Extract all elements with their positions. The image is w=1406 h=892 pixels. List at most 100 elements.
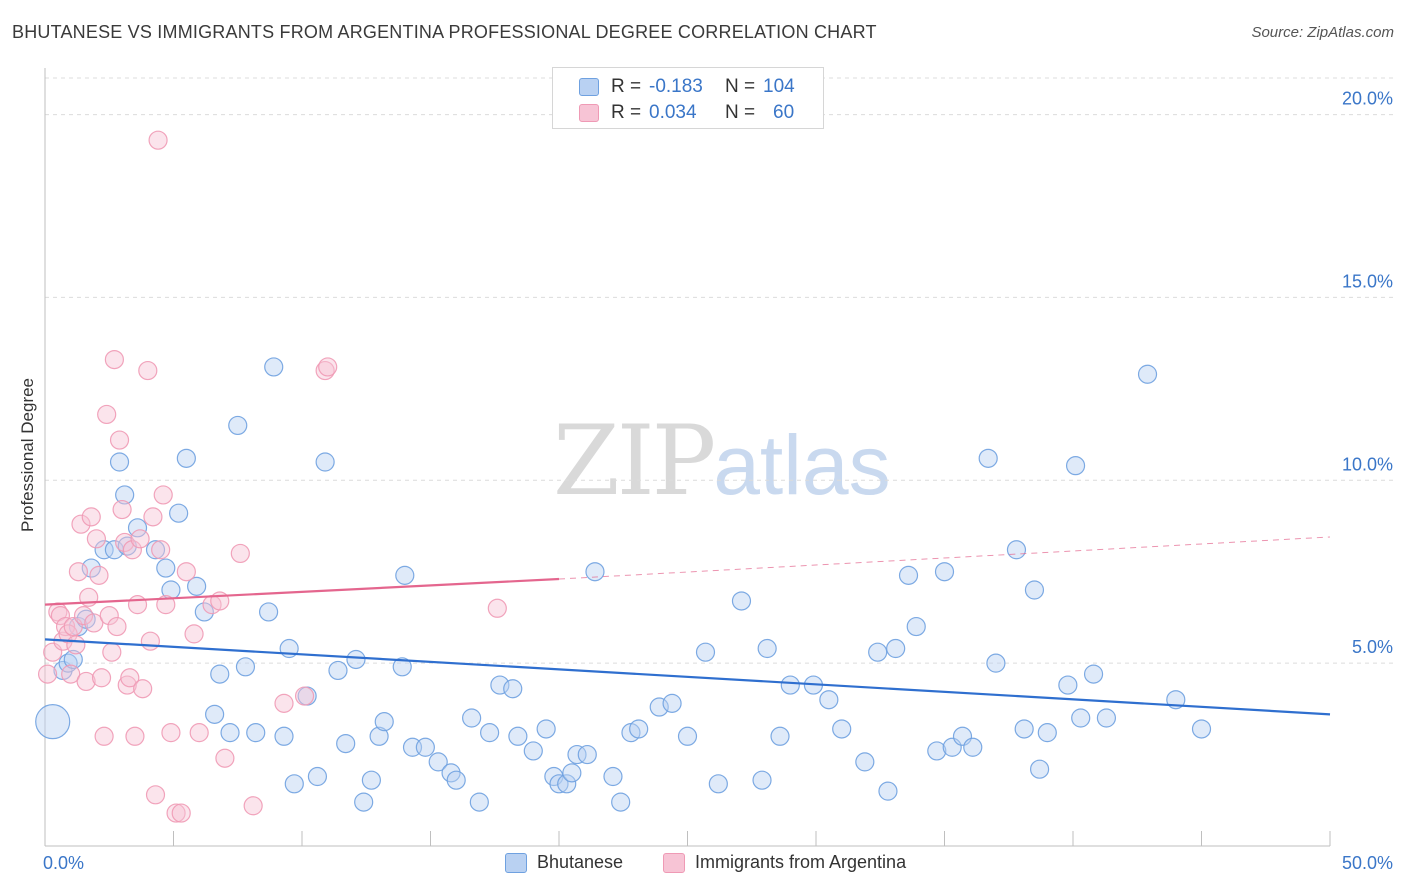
bhutanese-point (752, 770, 772, 790)
bhutanese-point (731, 591, 752, 611)
legend-item-argentina[interactable]: Immigrants from Argentina (663, 852, 906, 873)
argentina-point (156, 595, 176, 615)
argentina-point (61, 664, 81, 684)
watermark-atlas: atlas (713, 418, 891, 512)
y-tick-label: 15.0% (1342, 271, 1393, 291)
bhutanese-point (934, 562, 955, 582)
legend-swatch-bhutanese (505, 852, 527, 873)
argentina-point (122, 540, 142, 560)
bhutanese-point (577, 744, 597, 765)
bhutanese-point (549, 774, 569, 794)
bhutanese-point (246, 723, 266, 743)
argentina-point (143, 507, 163, 527)
bhutanese-point (469, 792, 489, 812)
x-tick-label-max: 50.0% (1342, 853, 1393, 873)
bhutanese-point (927, 741, 947, 761)
bhutanese-point (963, 737, 983, 757)
argentina-point (171, 803, 191, 823)
argentina-point (86, 529, 107, 549)
argentina-point (99, 605, 119, 626)
argentina-point (127, 595, 148, 615)
watermark: ZIPatlas (553, 405, 891, 517)
bhutanese-point (415, 737, 435, 757)
bhutanese-point (369, 726, 389, 746)
bhutanese-point (1058, 675, 1078, 695)
y-axis-label: Professional Degree (18, 377, 37, 533)
argentina-point (189, 723, 209, 743)
bhutanese-point (832, 719, 852, 739)
bhutanese-point (878, 781, 898, 801)
bhutanese-point (374, 712, 394, 732)
argentina-point (274, 693, 294, 713)
bhutanese-point (361, 770, 381, 790)
bhutanese-point (210, 664, 230, 684)
legend: Bhutanese Immigrants from Argentina (0, 852, 1406, 878)
bhutanese-point (346, 649, 366, 670)
argentina-point (138, 360, 158, 381)
argentina-point (112, 499, 132, 520)
bhutanese-point (115, 485, 135, 505)
argentina-point (140, 631, 160, 651)
bhutanese-point (392, 657, 412, 677)
bhutanese-point (1014, 719, 1034, 739)
bhutanese-point (1065, 456, 1086, 476)
argentina-point (76, 671, 96, 692)
bhutanese-point (176, 448, 196, 468)
argentina-point (109, 430, 130, 450)
bhutanese-point (695, 642, 716, 662)
bhutanese-point (169, 503, 189, 523)
bhutanese-point (81, 558, 101, 578)
legend-item-bhutanese[interactable]: Bhutanese (505, 852, 623, 873)
bhutanese-point (523, 741, 543, 761)
argentina-point (487, 598, 507, 618)
bhutanese-point (1191, 719, 1212, 739)
argentina-point (81, 507, 101, 527)
n-label: N = (725, 102, 756, 123)
bhutanese-point (220, 723, 240, 743)
argentina-point (125, 726, 145, 746)
bhutanese-point (1024, 580, 1045, 600)
bhutanese-point (156, 558, 176, 578)
argentina-point (68, 562, 89, 582)
bhutanese-point (480, 723, 500, 743)
bhutanese-point (886, 638, 906, 659)
bhutanese-trend-line (44, 638, 1331, 716)
r-label: R = (611, 76, 642, 97)
argentina-point (294, 686, 315, 706)
bhutanese-point (855, 752, 875, 772)
bhutanese-point (145, 540, 166, 560)
argentina-point (184, 624, 204, 644)
bhutanese-point (328, 660, 348, 681)
y-tick-label: 10.0% (1342, 454, 1393, 474)
argentina-point (315, 360, 335, 381)
bhutanese-point (94, 540, 114, 560)
bhutanese-point (649, 697, 669, 717)
n-value: 104 (763, 76, 795, 97)
bhutanese-point (462, 708, 482, 728)
argentina-point (161, 723, 181, 743)
bhutanese-point (557, 774, 577, 794)
argentina-point (55, 616, 76, 637)
bhutanese-point (205, 704, 225, 724)
bhutanese-point (508, 726, 528, 746)
x-tick-label-min: 0.0% (43, 853, 84, 873)
argentina-point (148, 130, 168, 150)
y-tick-label: 5.0% (1352, 637, 1393, 657)
bhutanese-point (35, 704, 71, 740)
chart-title: BHUTANESE VS IMMIGRANTS FROM ARGENTINA P… (12, 22, 877, 42)
bhutanese-point (819, 690, 839, 710)
bhutanese-point (1083, 664, 1104, 684)
r-label: R = (611, 102, 642, 123)
legend-label-bhutanese: Bhutanese (537, 852, 624, 872)
legend-label-argentina: Immigrants from Argentina (695, 852, 907, 872)
bhutanese-point (307, 766, 328, 787)
bhutanese-point (611, 792, 631, 812)
argentina-point (91, 668, 112, 688)
bhutanese-point (235, 657, 256, 677)
bhutanese-point (567, 744, 587, 765)
argentina-point (120, 668, 140, 688)
source-label: Source: ZipAtlas.com (1251, 24, 1394, 41)
bhutanese-point (284, 774, 304, 794)
argentina-point (37, 664, 58, 684)
argentina-point (102, 642, 122, 662)
